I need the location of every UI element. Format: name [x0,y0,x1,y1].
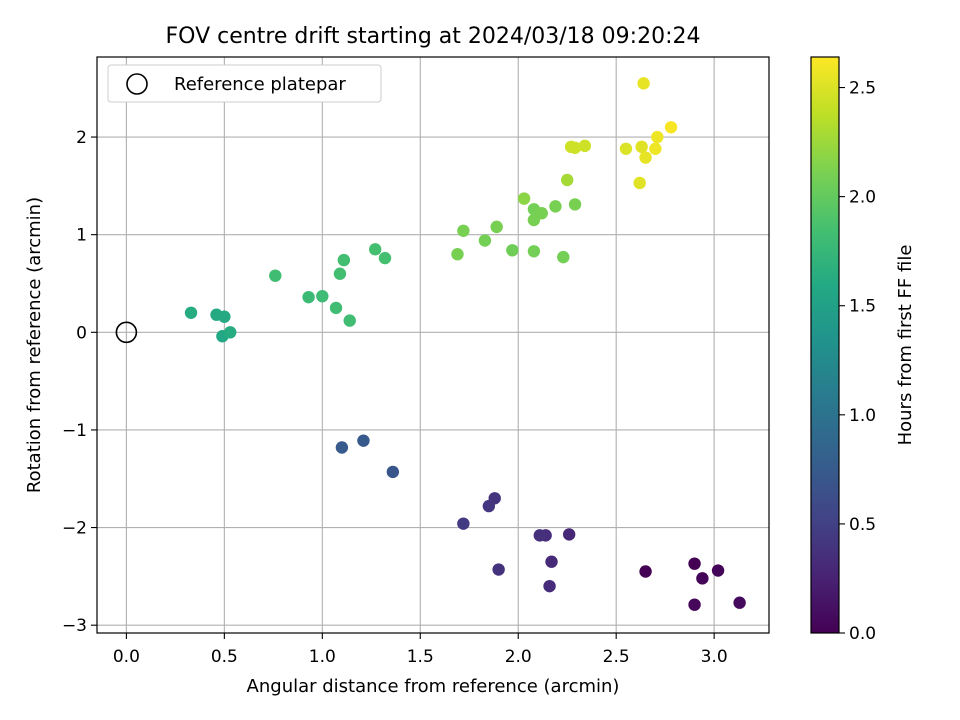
data-point [688,598,701,611]
y-tick-label: −1 [62,421,87,441]
data-point [533,529,546,542]
data-point [549,200,562,213]
data-point [316,289,329,303]
data-point [568,198,582,211]
y-tick-label: 0 [76,323,87,343]
data-point [369,243,382,256]
data-point [619,142,633,155]
data-point [639,565,652,578]
colorbar-tick-label: 0.5 [849,515,876,535]
data-point [688,557,701,570]
data-point [711,564,725,577]
data-point [635,140,648,154]
data-point [664,121,678,134]
x-tick-label: 2.0 [505,647,532,667]
data-point [696,572,709,585]
colorbar [810,56,840,634]
legend-label-reference-platepar: Reference platepar [174,74,346,95]
data-point [490,220,503,234]
data-point [527,245,541,258]
legend-box [107,64,382,103]
chart-title: FOV centre drift starting at 2024/03/18 … [166,24,701,49]
data-point [543,579,556,593]
colorbar-tick-label: 1.0 [849,406,876,426]
colorbar-tick-label: 2.0 [849,188,876,208]
data-point [482,499,496,513]
legend-reference-marker [126,73,148,95]
x-axis-ticks: 0.0 0.5 1.0 1.5 2.0 2.5 3.0 [113,633,728,667]
reference-platepar-marker [115,321,138,344]
y-tick-label: −3 [62,616,87,636]
data-point [633,176,646,190]
data-point [457,517,470,530]
data-point [218,310,231,323]
data-point [457,224,470,237]
data-point [302,290,315,304]
data-points [184,77,746,611]
x-tick-label: 1.0 [309,647,336,667]
x-tick-label: 2.5 [603,647,630,667]
x-tick-label: 0.5 [211,647,238,667]
x-tick-label: 0.0 [113,647,140,667]
y-tick-label: 1 [76,226,87,246]
data-point [184,306,198,319]
data-point [492,563,505,576]
x-tick-label: 1.5 [407,647,434,667]
data-point [535,207,548,220]
data-point [378,251,392,265]
data-point [568,141,582,154]
x-tick-label: 3.0 [701,647,728,667]
data-point [451,248,464,261]
y-axis-ticks: −3 −2 −1 0 1 2 [62,128,97,636]
data-point [269,269,282,282]
data-point [478,234,492,247]
data-point [333,267,347,280]
data-point [357,434,370,447]
data-point [562,528,576,541]
plot-area-frame [96,56,770,634]
data-point [733,596,746,609]
data-point [649,142,662,155]
data-point [517,192,531,205]
data-point [224,326,237,339]
colorbar-ticks: 0.0 0.5 1.0 1.5 2.0 2.5 [839,79,876,644]
x-axis-label: Angular distance from reference (arcmin) [247,676,620,697]
data-point [506,244,519,257]
data-point [637,77,650,90]
data-point [557,250,570,264]
gridlines [97,57,769,633]
data-point [329,301,343,315]
y-tick-label: 2 [76,128,87,148]
y-axis-label: Rotation from reference (arcmin) [24,197,45,493]
colorbar-tick-label: 2.5 [849,79,876,99]
colorbar-tick-label: 1.5 [849,297,876,317]
colorbar-tick-label: 0.0 [849,624,876,644]
colorbar-label: Hours from first FF file [895,245,916,446]
data-point [639,151,652,164]
data-point [337,253,351,267]
data-point [561,173,574,187]
y-tick-label: −2 [62,519,87,539]
data-point [343,314,356,327]
data-point [335,441,349,454]
data-point [578,139,592,153]
legend: Reference platepar [107,64,382,103]
data-point [545,555,558,568]
data-point [651,130,664,144]
data-point [386,465,400,479]
